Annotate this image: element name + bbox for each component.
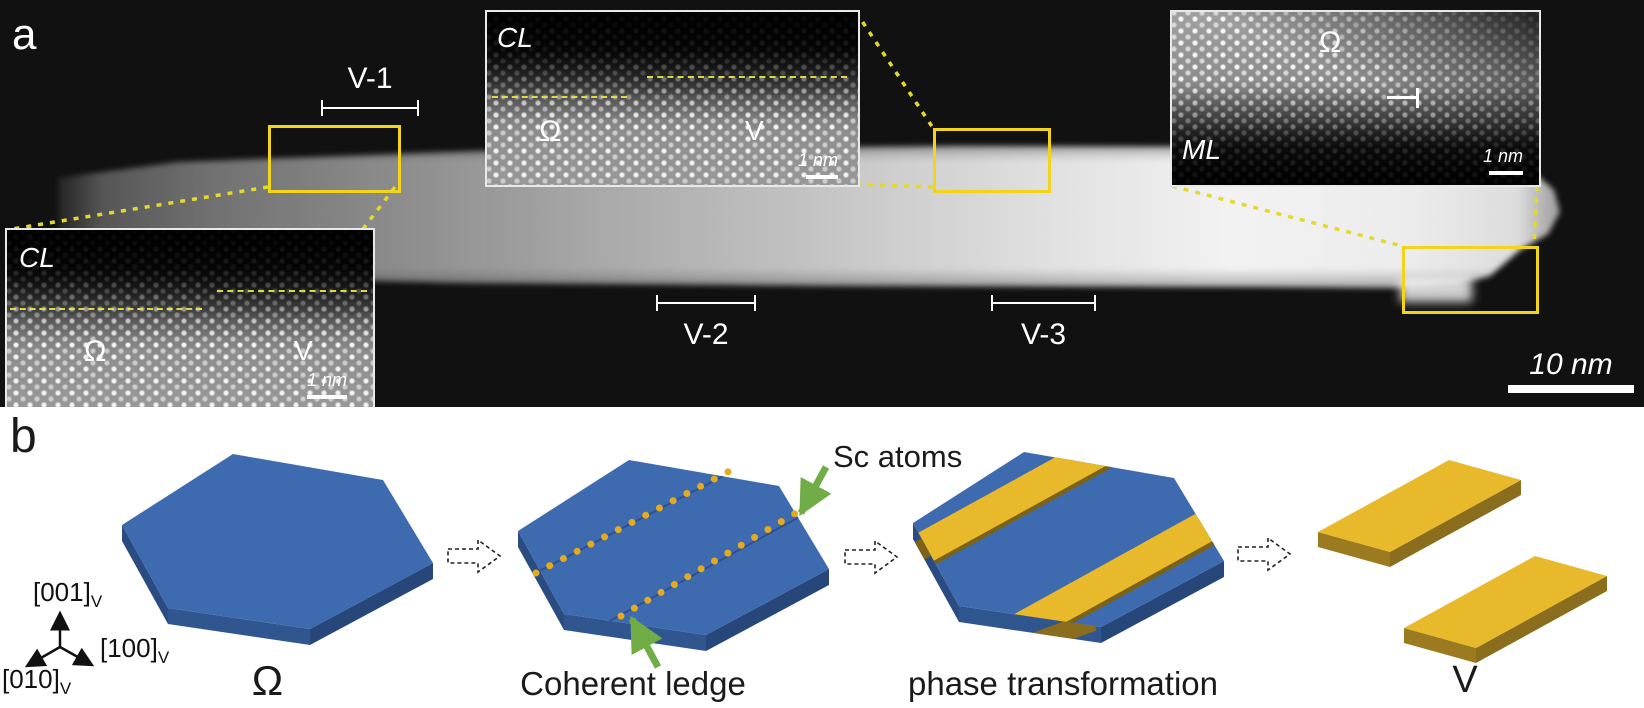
ledge-line	[10, 308, 202, 310]
ledge-line	[217, 290, 367, 292]
marker-v3-label: V-3	[1020, 318, 1067, 351]
caption-omega: Ω	[251, 657, 284, 704]
inset-right-omega-label: Ω	[1319, 26, 1342, 59]
inset-right-ml: Ω ML 1 nm	[1170, 10, 1541, 187]
dislocation-icon	[1387, 88, 1419, 108]
caption-phase-transformation: phase transformation	[907, 665, 1218, 702]
inset-middle-cl: CL Ω V 1 nm	[485, 10, 860, 187]
sc-atom-dots	[532, 461, 800, 620]
panel-a-label: a	[12, 10, 37, 59]
inset-left-scale-text: 1 nm	[306, 370, 347, 390]
axis-100-label: [100]V	[100, 633, 170, 668]
inset-middle-omega-label: Ω	[539, 115, 562, 148]
schematic-panel: b Sc atoms Ω Coherent ledge phase transf…	[0, 407, 1644, 708]
inset-middle-scale-bar	[806, 175, 838, 179]
caption-v: V	[1452, 659, 1478, 701]
stem-micrograph-panel: a V-1 V-2 V-3 10 nm	[0, 0, 1644, 407]
caption-coherent-ledge: Coherent ledge	[520, 665, 746, 702]
ledge-line	[647, 76, 847, 78]
shape-v-laths	[1318, 460, 1607, 663]
inset-middle-v-label: V	[745, 115, 764, 146]
ledge-line	[492, 96, 627, 98]
main-scale-text: 10 nm	[1529, 348, 1613, 381]
shape-omega-plate	[122, 454, 433, 645]
inset-middle-scale-text: 1 nm	[797, 150, 838, 170]
schematic-drawing	[24, 452, 1607, 669]
main-scale-bar	[1508, 385, 1634, 393]
shape-coherent-ledge-plate	[518, 460, 829, 651]
inset-right-scale-bar	[1489, 171, 1523, 175]
highlight-box-3	[1402, 246, 1539, 314]
inset-right-ml-label: ML	[1182, 134, 1221, 165]
axis-010-label: [010]V	[2, 664, 72, 699]
process-arrows	[447, 536, 1292, 575]
inset-left-v-label: V	[294, 335, 313, 366]
highlight-box-2	[933, 128, 1051, 193]
axis-001-label: [001]V	[33, 577, 103, 612]
panel-b-label: b	[10, 410, 37, 463]
marker-v1-label: V-1	[347, 62, 393, 95]
highlight-box-1	[268, 125, 401, 193]
inset-left-scale-bar	[307, 395, 347, 399]
inset-left-cl: CL Ω V 1 nm	[5, 228, 375, 407]
inset-middle-cl-label: CL	[497, 22, 533, 53]
inset-right-scale-text: 1 nm	[1482, 146, 1523, 166]
annotation-arrows	[628, 465, 832, 669]
rod-tip-bright-patch	[1400, 278, 1472, 302]
sc-atoms-annotation: Sc atoms	[833, 439, 963, 474]
inset-left-cl-label: CL	[19, 242, 55, 273]
inset-left-omega-label: Ω	[84, 335, 107, 368]
axes-arrows	[24, 610, 95, 668]
marker-v2-label: V-2	[683, 318, 729, 351]
